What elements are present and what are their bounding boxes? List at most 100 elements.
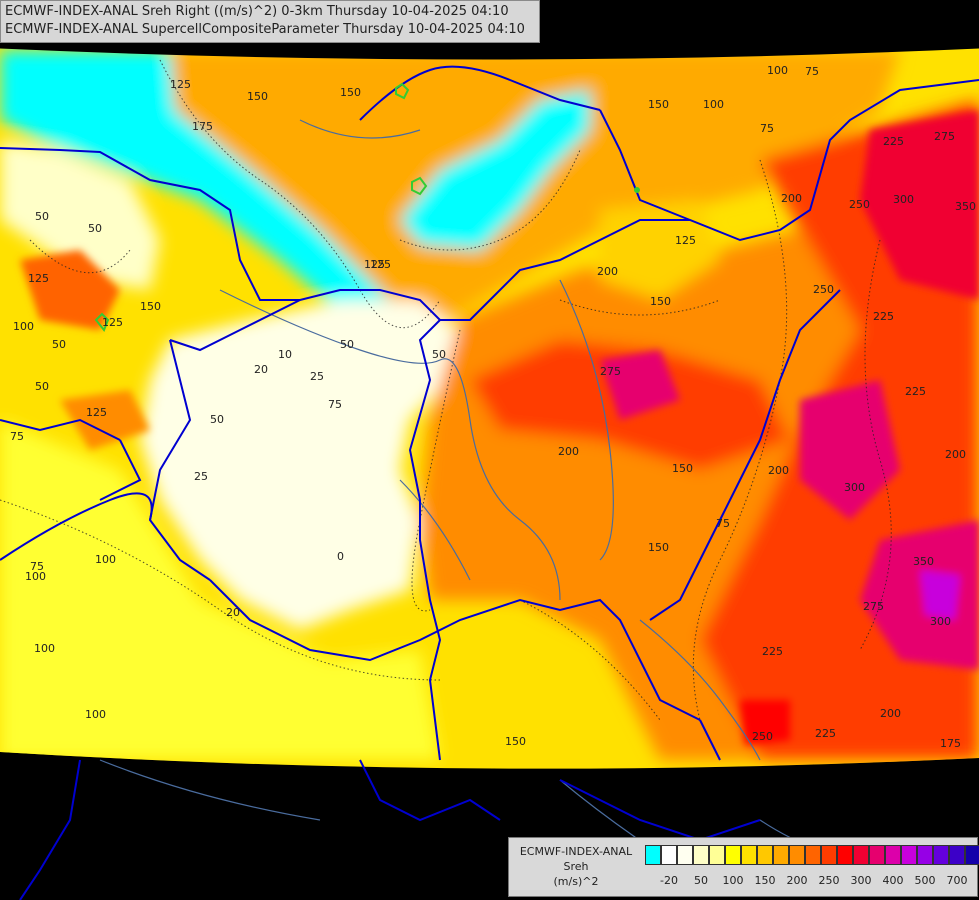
header-line-1: ECMWF-INDEX-ANAL Sreh Right ((m/s)^2) 0-…	[5, 4, 509, 19]
contour-label: 50	[88, 222, 102, 235]
contour-label: 50	[210, 413, 224, 426]
legend-tick-label: -20	[660, 874, 678, 887]
contour-label: 25	[194, 470, 208, 483]
contour-label: 225	[883, 135, 904, 148]
legend-swatch	[869, 845, 885, 865]
contour-label: 275	[934, 130, 955, 143]
legend-title-line-2: Sreh	[563, 860, 589, 873]
legend-swatch	[805, 845, 821, 865]
contour-label: 225	[905, 385, 926, 398]
contour-label: 250	[752, 730, 773, 743]
contour-label: 175	[940, 737, 961, 750]
legend-tick-label: 150	[754, 874, 776, 887]
contour-label: 20	[226, 606, 240, 619]
legend-swatch	[661, 845, 677, 865]
legend-swatch	[853, 845, 869, 865]
contour-label: 350	[955, 200, 976, 213]
contour-label: 175	[192, 120, 213, 133]
contour-label: 300	[844, 481, 865, 494]
contour-label: 50	[340, 338, 354, 351]
contour-label: 125	[28, 272, 49, 285]
contour-label: 75	[716, 517, 730, 530]
contour-label: 150	[648, 98, 669, 111]
contour-label: 50	[35, 210, 49, 223]
contour-label: 250	[813, 283, 834, 296]
contour-label: 100	[13, 320, 34, 333]
contour-label: 225	[873, 310, 894, 323]
contour-label: 125	[364, 258, 385, 271]
contour-label: 100	[703, 98, 724, 111]
country-borders	[0, 65, 979, 900]
contour-label: 100	[25, 570, 46, 583]
legend-swatch	[965, 845, 979, 865]
contour-label: 125	[370, 258, 391, 271]
contour-label: 200	[768, 464, 789, 477]
legend-tick-label: 500	[914, 874, 936, 887]
legend-tick-label: 700	[946, 874, 968, 887]
legend-swatch	[885, 845, 901, 865]
contour-label: 20	[254, 363, 268, 376]
contour-label: 200	[945, 448, 966, 461]
legend-swatch	[949, 845, 965, 865]
legend-swatch	[677, 845, 693, 865]
contour-label: 75	[10, 430, 24, 443]
contour-label: 200	[597, 265, 618, 278]
contour-label: 150	[648, 541, 669, 554]
color-legend: ECMWF-INDEX-ANAL Sreh (m/s)^2 -20 50 100 15…	[508, 837, 979, 897]
contour-label: 150	[140, 300, 161, 313]
legend-tick-label: 200	[786, 874, 808, 887]
legend-color-bar	[645, 845, 979, 865]
contour-label: 50	[52, 338, 66, 351]
contour-label: 150	[505, 735, 526, 748]
contour-label: 75	[30, 560, 44, 573]
legend-swatch	[933, 845, 949, 865]
legend-tick-label: 50	[694, 874, 708, 887]
legend-swatch	[645, 845, 661, 865]
contour-label: 125	[170, 78, 191, 91]
legend-swatch	[789, 845, 805, 865]
contour-label: 125	[102, 316, 123, 329]
contour-label: 200	[558, 445, 579, 458]
contour-label: 275	[600, 365, 621, 378]
legend-tick-label: 300	[850, 874, 872, 887]
legend-tick-label: 100	[722, 874, 744, 887]
contour-label: 100	[85, 708, 106, 721]
contour-label: 75	[760, 122, 774, 135]
legend-swatch	[901, 845, 917, 865]
contour-label: 125	[86, 406, 107, 419]
contour-label: 300	[893, 193, 914, 206]
legend-swatch	[725, 845, 741, 865]
chart-header: ECMWF-INDEX-ANAL Sreh Right ((m/s)^2) 0-…	[0, 0, 540, 43]
contour-label: 150	[247, 90, 268, 103]
legend-swatch	[821, 845, 837, 865]
contour-label: 100	[95, 553, 116, 566]
legend-title-line-3: (m/s)^2	[553, 875, 599, 888]
contour-label: 300	[930, 615, 951, 628]
contour-label: 75	[805, 65, 819, 78]
legend-swatch	[709, 845, 725, 865]
legend-tick-label: 400	[882, 874, 904, 887]
contour-label: 10	[278, 348, 292, 361]
legend-swatch	[773, 845, 789, 865]
scp-markers	[94, 82, 640, 332]
contour-label: 150	[650, 295, 671, 308]
contour-label: 125	[675, 234, 696, 247]
contour-label: 50	[432, 348, 446, 361]
contour-label: 200	[880, 707, 901, 720]
legend-swatch	[693, 845, 709, 865]
header-line-2: ECMWF-INDEX-ANAL SupercellCompositeParam…	[5, 22, 525, 37]
contour-label: 100	[34, 642, 55, 655]
contour-label: 225	[815, 727, 836, 740]
contour-label: 350	[913, 555, 934, 568]
contour-label: 0	[337, 550, 344, 563]
legend-swatch	[741, 845, 757, 865]
contour-label: 100	[767, 64, 788, 77]
legend-swatch	[917, 845, 933, 865]
legend-swatch	[757, 845, 773, 865]
contour-label: 150	[340, 86, 361, 99]
legend-tick-label: 250	[818, 874, 840, 887]
